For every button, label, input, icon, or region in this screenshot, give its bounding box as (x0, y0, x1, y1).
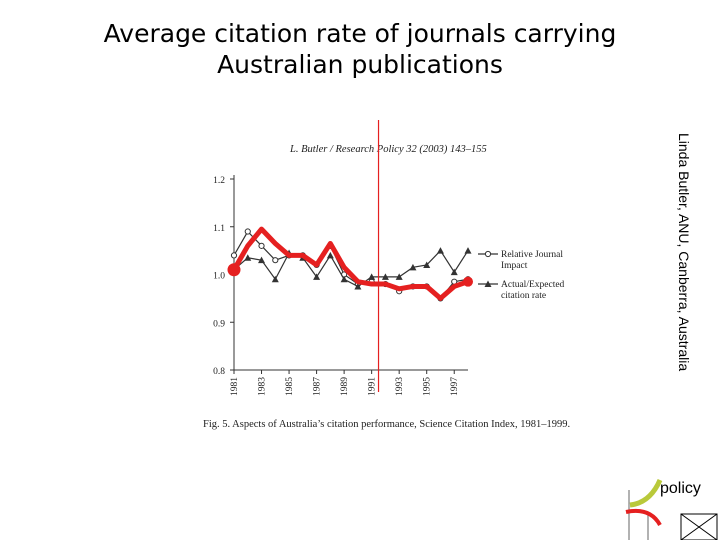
slide-title: Average citation rate of journals carryi… (0, 18, 720, 80)
overlay-end-point (463, 276, 473, 287)
legend-marker-0 (484, 250, 492, 258)
series-0-point (272, 257, 279, 264)
legend-label-0: Relative Journal (501, 250, 563, 260)
series-1-point (244, 254, 252, 261)
x-tick-label: 1983 (258, 377, 268, 396)
series-1-point (436, 247, 444, 254)
policy-logo-icon (625, 478, 718, 540)
series-line-1 (233, 249, 469, 288)
overlay-trend-line (231, 226, 471, 301)
legend-label-0-cont: Impact (501, 261, 528, 271)
figure-header: L. Butler / Research Policy 32 (2003) 14… (289, 144, 487, 155)
series-1-point (368, 273, 376, 280)
x-tick-label: 1981 (230, 377, 240, 396)
series-1-point (354, 282, 362, 290)
x-tick-label: 1995 (423, 377, 433, 396)
slide-title-line1: Average citation rate of journals carryi… (103, 19, 617, 48)
series-1-point (271, 275, 279, 283)
x-tick-label: 1989 (340, 377, 350, 396)
legend-label-1-cont: citation rate (501, 291, 546, 301)
logo-text: policy (660, 480, 701, 497)
series-1-point (340, 275, 348, 283)
y-tick-label: 0.8 (213, 367, 225, 377)
series-1-point (395, 273, 403, 280)
x-tick-label: 1993 (395, 377, 405, 396)
series-0-point (258, 242, 265, 249)
chart-series (230, 228, 472, 302)
series-1-point (409, 263, 417, 271)
y-tick-label: 0.9 (213, 319, 225, 329)
slide-title-line2: Australian publications (217, 50, 503, 79)
series-1-point (464, 247, 472, 254)
series-1-point (313, 273, 321, 280)
x-tick-label: 1985 (285, 377, 295, 396)
chart-ticks: 0.8 0.9 1.0 1.1 1.2 1981 1983 1985 1987 1989 1991 1… (213, 176, 460, 396)
series-1-point (450, 268, 458, 276)
series-1-point (423, 261, 431, 268)
series-1-point (258, 256, 266, 264)
series-0-point (244, 228, 251, 235)
y-tick-label: 1.2 (213, 176, 225, 186)
y-tick-label: 1.1 (213, 224, 225, 234)
figure-caption: Fig. 5. Aspects of Australia’s citation … (203, 419, 570, 430)
series-1-point (326, 251, 334, 259)
series-1-point (381, 273, 389, 280)
series-0-point (230, 252, 238, 259)
overlay-start-point (227, 263, 241, 277)
y-tick-label: 1.0 (213, 272, 225, 282)
x-tick-label: 1987 (313, 377, 323, 396)
chart-overlay (227, 120, 473, 392)
x-tick-label: 1991 (368, 377, 378, 396)
x-tick-label: 1997 (450, 377, 460, 396)
series-line-0 (233, 230, 469, 300)
legend-label-1: Actual/Expected (501, 280, 565, 290)
legend-marker-1 (484, 280, 492, 287)
